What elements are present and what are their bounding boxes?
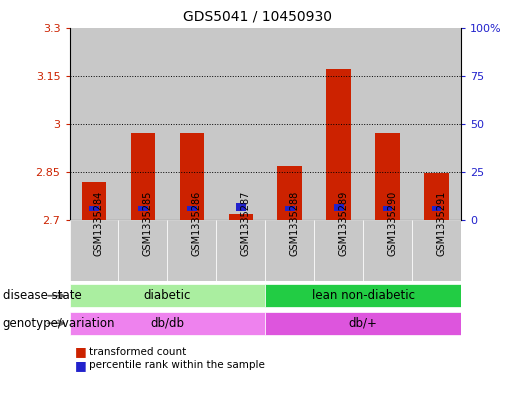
Bar [363,220,412,281]
Bar [265,284,461,307]
Bar [265,28,314,220]
Text: GSM1335289: GSM1335289 [339,191,349,256]
Bar [363,28,412,220]
Text: db/+: db/+ [349,317,377,330]
Bar [265,28,314,220]
Bar [70,284,265,307]
Text: lean non-diabetic: lean non-diabetic [312,289,415,302]
Bar [314,28,363,220]
Text: diabetic: diabetic [144,289,191,302]
Bar [216,28,265,220]
Bar [278,165,302,220]
Bar [314,220,363,281]
Bar [187,206,197,211]
Bar [167,220,216,281]
Bar [412,28,461,220]
Bar [70,28,118,220]
Text: GSM1335285: GSM1335285 [143,191,153,256]
Text: GSM1335287: GSM1335287 [241,191,251,256]
Bar [265,220,314,281]
Bar [167,28,216,220]
Bar [432,206,441,211]
Bar [363,28,412,220]
Bar [314,28,363,220]
Bar [89,206,99,211]
Bar [70,312,265,335]
Text: GDS5041 / 10450930: GDS5041 / 10450930 [183,10,332,24]
Text: genotype/variation: genotype/variation [3,317,115,330]
Bar [236,204,246,211]
Text: GSM1335288: GSM1335288 [289,191,300,256]
Bar [412,28,461,220]
Bar [383,206,392,211]
Bar [118,28,167,220]
Bar [412,220,461,281]
Bar [334,204,344,211]
Bar [285,206,295,211]
Bar [216,28,265,220]
Bar [131,134,155,220]
Text: GSM1335284: GSM1335284 [94,191,104,256]
Bar [229,214,253,220]
Text: transformed count: transformed count [89,347,186,357]
Bar [180,134,204,220]
Text: percentile rank within the sample: percentile rank within the sample [89,360,265,371]
Bar [82,182,106,220]
Bar [70,220,118,281]
Bar [216,220,265,281]
Text: ■: ■ [75,345,87,358]
Text: GSM1335291: GSM1335291 [436,191,447,256]
Text: ■: ■ [75,359,87,372]
Text: db/db: db/db [150,317,184,330]
Bar [265,312,461,335]
Text: GSM1335290: GSM1335290 [387,191,398,256]
Bar [118,28,167,220]
Bar [138,206,148,211]
Text: GSM1335286: GSM1335286 [192,191,202,256]
Text: disease state: disease state [3,289,81,302]
Bar [424,173,449,220]
Bar [327,69,351,220]
Bar [118,220,167,281]
Bar [70,28,118,220]
Bar [167,28,216,220]
Bar [375,134,400,220]
